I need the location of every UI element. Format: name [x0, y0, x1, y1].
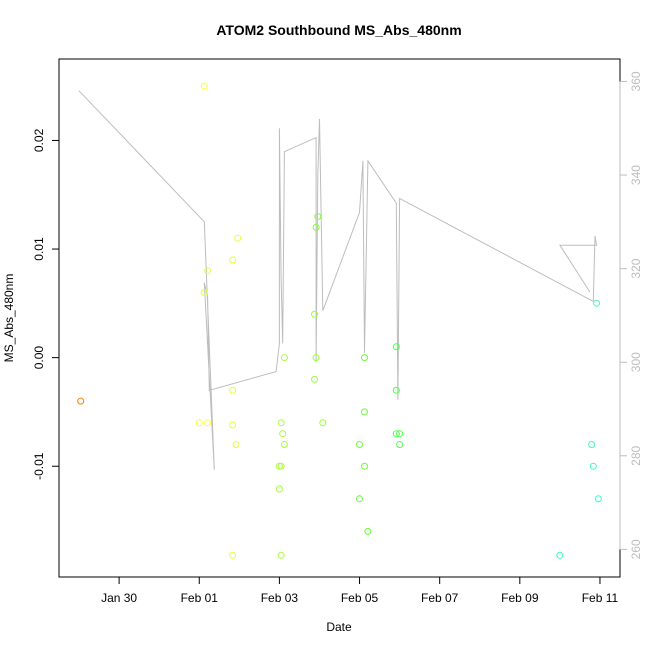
right-y-tick-label: 320	[629, 258, 643, 278]
y-axis: -0.01 0.00 0.01 0.02	[32, 128, 60, 480]
data-point	[229, 256, 237, 264]
data-point	[204, 419, 212, 427]
data-point	[312, 354, 320, 362]
data-point	[364, 527, 372, 535]
right-axis-line-layer	[78, 90, 598, 470]
data-point	[195, 419, 203, 427]
plot-frame	[58, 58, 621, 578]
data-point	[312, 223, 320, 231]
data-point	[356, 495, 363, 503]
y-tick-label: 0.01	[32, 237, 46, 261]
data-point	[396, 430, 404, 438]
x-tick-label: Feb 05	[341, 591, 379, 605]
data-point	[392, 386, 400, 394]
y-tick-label: -0.01	[32, 452, 46, 480]
data-point	[392, 430, 400, 438]
chart-title: ATOM2 Southbound MS_Abs_480nm	[216, 22, 461, 38]
right-y-tick-label: 340	[629, 165, 643, 185]
data-point	[280, 354, 288, 362]
right-y-axis: 260 280 300 320 340 360	[619, 71, 643, 559]
x-tick-label: Jan 30	[101, 591, 137, 605]
y-tick-label: 0.02	[32, 128, 46, 152]
points-layer	[77, 82, 602, 559]
x-tick-label: Feb 07	[421, 591, 459, 605]
data-point	[229, 386, 237, 394]
data-point	[311, 375, 318, 383]
x-axis-label: Date	[326, 620, 352, 634]
y-axis-label: MS_Abs_480nm	[2, 274, 16, 363]
data-point	[275, 485, 283, 493]
data-point	[234, 234, 242, 242]
data-point	[77, 397, 85, 405]
x-tick-label: Feb 09	[501, 591, 539, 605]
data-point	[361, 354, 368, 362]
data-point	[314, 213, 322, 220]
data-point	[200, 289, 208, 296]
data-point	[361, 408, 368, 416]
right-y-tick-label: 280	[629, 445, 643, 465]
x-tick-label: Feb 11	[582, 591, 619, 605]
right-y-tick-label: 300	[629, 352, 643, 372]
data-point	[232, 441, 240, 448]
data-point	[277, 551, 285, 559]
right-y-tick-label: 360	[629, 71, 643, 91]
data-point	[311, 310, 318, 318]
data-point	[229, 551, 237, 559]
data-point	[279, 430, 287, 438]
data-point	[589, 462, 597, 470]
data-point	[588, 441, 596, 448]
series-line	[78, 90, 598, 470]
data-point	[361, 462, 368, 470]
data-point	[319, 419, 327, 427]
data-point	[277, 419, 285, 427]
data-point	[594, 495, 602, 503]
data-point	[396, 441, 404, 448]
right-y-tick-label: 260	[629, 539, 643, 559]
data-point	[593, 299, 601, 307]
data-point	[200, 82, 208, 90]
data-point	[277, 462, 285, 470]
data-point	[280, 441, 288, 448]
data-point	[356, 441, 363, 448]
x-tick-label: Feb 03	[261, 591, 299, 605]
y-tick-label: 0.00	[32, 346, 46, 370]
data-point	[229, 421, 237, 429]
data-point	[556, 551, 564, 559]
data-point	[204, 267, 212, 275]
data-point	[392, 343, 400, 351]
x-axis: Jan 30 Feb 01 Feb 03 Feb 05 Feb 07 Feb 09 Feb …	[101, 576, 619, 605]
x-tick-label: Feb 01	[181, 591, 219, 605]
